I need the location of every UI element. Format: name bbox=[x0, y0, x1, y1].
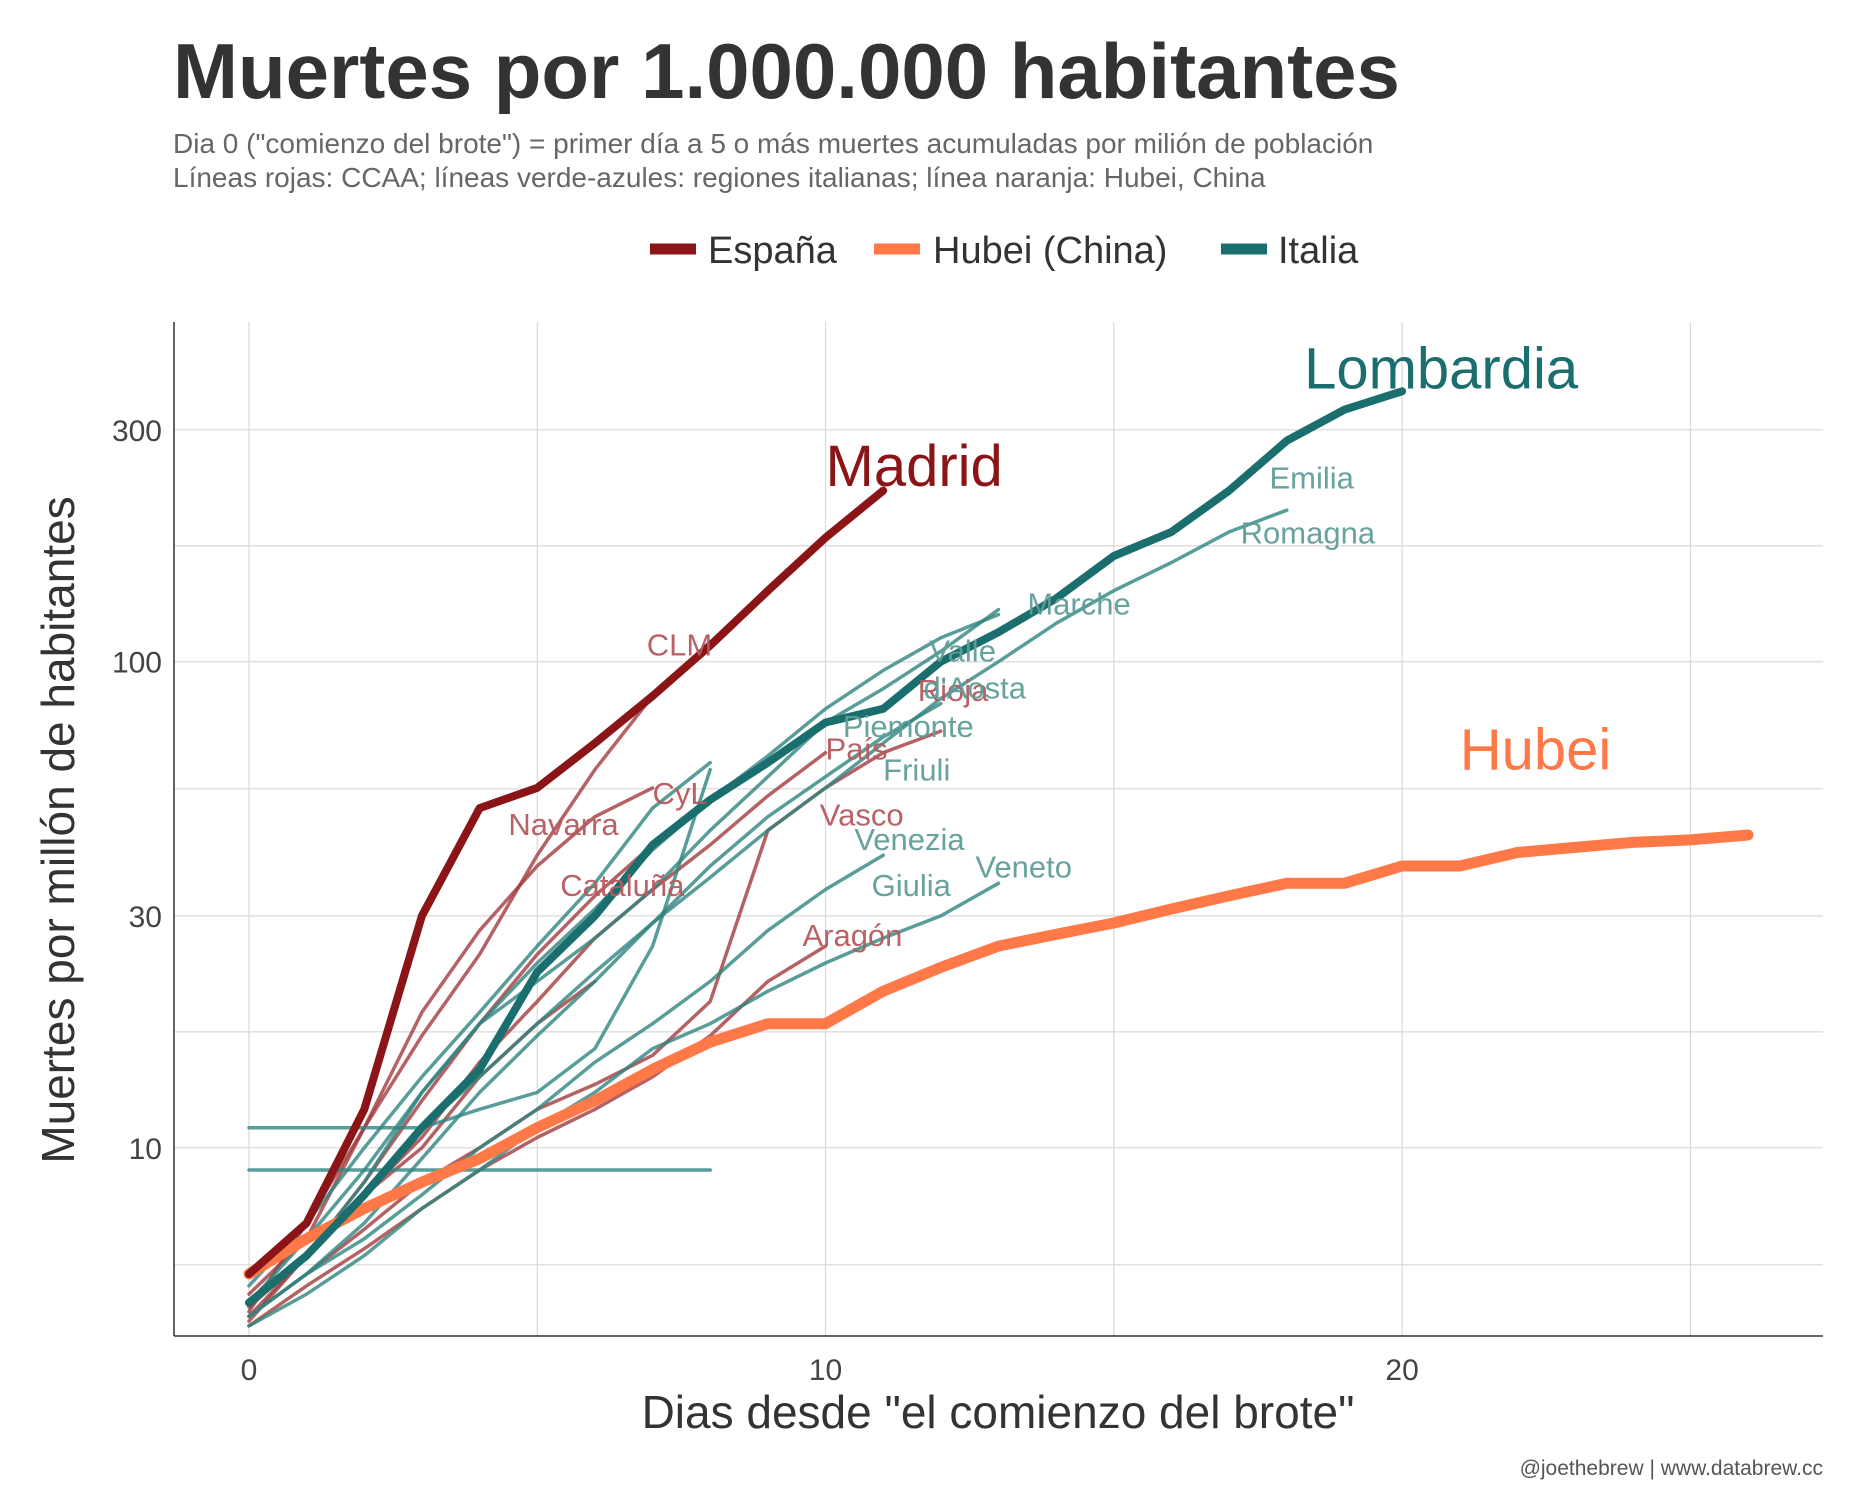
plot-area: Madrid Lombardia Hubei CLM Navarra CyL Cataluñ… bbox=[112, 322, 1823, 1387]
series-label-hubei: Hubei bbox=[1460, 718, 1612, 783]
series-label-marche: Marche bbox=[1027, 587, 1130, 622]
series-label-cyl: CyL bbox=[653, 776, 708, 811]
series-line-friuli-venezia-giulia bbox=[247, 853, 885, 1319]
series-line-piemonte bbox=[247, 701, 943, 1319]
series-label-valle-d-aosta: Valle bbox=[929, 634, 996, 669]
x-tick-label: 20 bbox=[1385, 1354, 1418, 1387]
chart-subtitle-line-1: Dia 0 ("comienzo del brote") = primer dí… bbox=[173, 128, 1373, 159]
series-label-clm: CLM bbox=[647, 627, 712, 662]
x-tick-label: 0 bbox=[241, 1354, 258, 1387]
x-axis-ticks: 0 10 20 bbox=[241, 1354, 1419, 1387]
series-label-friuli-venezia-giulia: Giulia bbox=[872, 868, 952, 903]
series-label-la-rioja: Rioja bbox=[918, 673, 989, 708]
series-layer bbox=[243, 387, 1754, 1328]
series-label-arag-n: Aragón bbox=[802, 918, 902, 953]
series-label-lombardia: Lombardia bbox=[1304, 336, 1579, 401]
series-line-emilia-romagna bbox=[247, 508, 1289, 1305]
series-label-friuli-venezia-giulia: Friuli bbox=[883, 752, 950, 787]
series-label-pa-s-vasco: País bbox=[826, 731, 888, 766]
series-label-emilia-romagna: Emilia bbox=[1269, 461, 1354, 496]
caption: @joethebrew | www.databrew.cc bbox=[1520, 1457, 1823, 1480]
series-line-madrid bbox=[245, 486, 888, 1278]
series-label-pa-s-vasco: Vasco bbox=[820, 798, 904, 833]
legend-label-espana: España bbox=[708, 230, 838, 272]
series-label-madrid: Madrid bbox=[826, 434, 1003, 499]
y-tick-label: 10 bbox=[129, 1133, 162, 1166]
series-line-hubei bbox=[243, 829, 1754, 1280]
series-line-clm bbox=[247, 639, 712, 1314]
x-tick-label: 10 bbox=[809, 1354, 842, 1387]
series-line-trento bbox=[247, 767, 712, 1130]
series-label-catalu-a: Cataluña bbox=[560, 868, 685, 903]
legend-label-hubei: Hubei (China) bbox=[933, 230, 1167, 272]
y-tick-label: 300 bbox=[112, 415, 162, 448]
y-axis-title: Muertes por millón de habitantes bbox=[32, 496, 84, 1163]
series-line-navarra bbox=[247, 786, 655, 1296]
chart-subtitle-line-2: Líneas rojas: CCAA; líneas verde-azules:… bbox=[173, 162, 1266, 193]
y-axis-ticks: 10 30 100 300 bbox=[112, 415, 162, 1166]
series-label-friuli-venezia-giulia: Venezia bbox=[854, 822, 965, 857]
series-label-valle-d-aosta: d'Aosta bbox=[924, 671, 1027, 706]
chart-title: Muertes por 1.000.000 habitantes bbox=[173, 27, 1400, 115]
legend-label-italia: Italia bbox=[1278, 230, 1359, 272]
y-tick-label: 100 bbox=[112, 647, 162, 680]
series-line-valle-d-aosta bbox=[247, 607, 1001, 1305]
x-axis-title: Dias desde "el comienzo del brote" bbox=[642, 1386, 1355, 1438]
legend: España Hubei (China) Italia bbox=[650, 230, 1359, 272]
y-tick-label: 30 bbox=[129, 901, 162, 934]
series-label-emilia-romagna: Romagna bbox=[1241, 516, 1376, 551]
series-label-navarra: Navarra bbox=[508, 807, 619, 842]
grid bbox=[174, 322, 1823, 1336]
series-line-lombardia bbox=[245, 387, 1407, 1307]
series-line-veneto bbox=[247, 881, 1001, 1328]
series-label-veneto: Veneto bbox=[975, 849, 1072, 884]
series-label-piemonte: Piemonte bbox=[843, 709, 974, 744]
series-line-arag-n bbox=[247, 944, 828, 1328]
series-line-liguria bbox=[247, 760, 712, 1288]
series-labels: Madrid Lombardia Hubei CLM Navarra CyL Cataluñ… bbox=[508, 336, 1611, 953]
